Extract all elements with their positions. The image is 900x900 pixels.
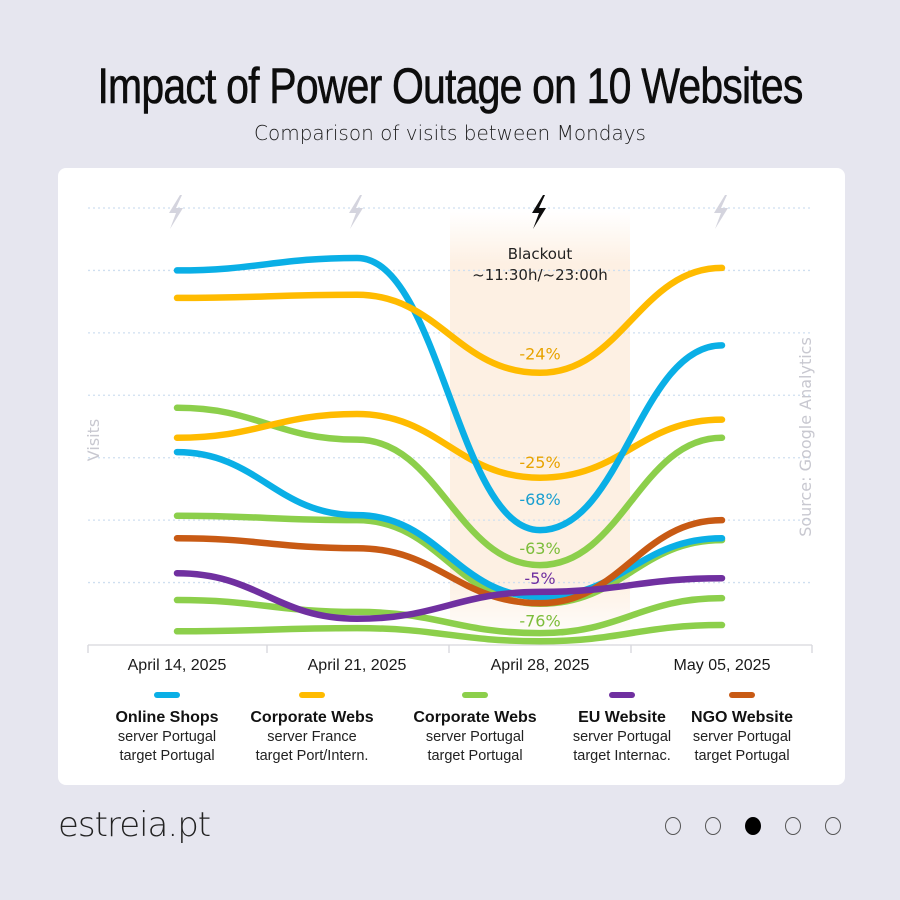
blackout-highlight-band: [450, 212, 630, 645]
legend-item: Corporate Webs server Portugal target Port…: [400, 692, 550, 766]
legend-item: Corporate Webs server France target Port/I…: [237, 692, 387, 766]
x-tick-label: April 28, 2025: [491, 657, 590, 674]
legend-server: server Portugal: [692, 729, 792, 745]
chart-legend: Online Shops server Portugal target Portug…: [0, 686, 900, 786]
percent-change-label: -5%: [524, 569, 555, 588]
legend-target: target Portugal: [694, 748, 790, 764]
pagination-dot[interactable]: [665, 817, 681, 835]
percent-change-label: -68%: [519, 490, 560, 509]
brand-logo: estreia.pt: [58, 805, 211, 845]
legend-name: EU Website: [578, 709, 666, 726]
series-line: [173, 254, 726, 534]
series-line: [173, 448, 726, 601]
y-axis-label: Visits: [84, 419, 103, 461]
legend-target: target Port/Intern.: [255, 748, 369, 764]
percent-change-label: -63%: [519, 539, 560, 558]
legend-swatch: [609, 692, 635, 698]
legend-target: target Portugal: [119, 748, 215, 764]
percent-change-label: -76%: [519, 612, 560, 631]
series-line: [173, 264, 726, 377]
legend-swatch: [154, 692, 180, 698]
pagination-dot[interactable]: [785, 817, 801, 835]
blackout-time-label: ~11:30h/~23:00h: [472, 266, 608, 284]
lightning-icon: [532, 195, 546, 229]
pagination-dot[interactable]: [825, 817, 841, 835]
legend-server: server Portugal: [117, 729, 217, 745]
x-tick-label: April 14, 2025: [128, 657, 227, 674]
legend-item: EU Website server Portugal target Internac…: [547, 692, 697, 766]
legend-item: NGO Website server Portugal target Portuga…: [667, 692, 817, 766]
percent-change-label: -24%: [519, 344, 560, 363]
legend-item: Online Shops server Portugal target Portug…: [92, 692, 242, 766]
series-line: [173, 594, 726, 637]
page-subtitle: Comparison of visits between Mondays: [254, 121, 646, 145]
source-label: Source: Google Analytics: [796, 337, 815, 537]
series-line: [173, 516, 726, 607]
legend-name: Online Shops: [115, 709, 219, 726]
legend-name: Corporate Webs: [250, 709, 374, 726]
page-title: Impact of Power Outage on 10 Websites: [97, 58, 803, 115]
legend-server: server Portugal: [572, 729, 672, 745]
series-line: [173, 410, 726, 481]
line-chart: Blackout ~11:30h/~23:00h -68% -24% -25% -63…: [84, 195, 815, 674]
lightning-icon: [714, 195, 728, 229]
legend-swatch: [462, 692, 488, 698]
pagination-dot[interactable]: [705, 817, 721, 835]
legend-server: server Portugal: [425, 729, 525, 745]
series-line: [173, 512, 726, 608]
legend-target: target Portugal: [427, 748, 523, 764]
pagination-dot[interactable]: [745, 817, 761, 835]
legend-server: server France: [267, 729, 357, 745]
lightning-icon: [349, 195, 363, 229]
series-line: [173, 621, 726, 645]
blackout-label: Blackout: [508, 245, 573, 263]
series-line: [173, 569, 726, 623]
legend-name: NGO Website: [691, 709, 793, 726]
legend-swatch: [729, 692, 755, 698]
x-tick-label: April 21, 2025: [308, 657, 407, 674]
x-tick-label: May 05, 2025: [674, 657, 771, 674]
legend-swatch: [299, 692, 325, 698]
legend-name: Corporate Webs: [413, 709, 537, 726]
lightning-icon: [169, 195, 183, 229]
legend-target: target Internac.: [573, 748, 671, 764]
percent-change-label: -25%: [519, 453, 560, 472]
